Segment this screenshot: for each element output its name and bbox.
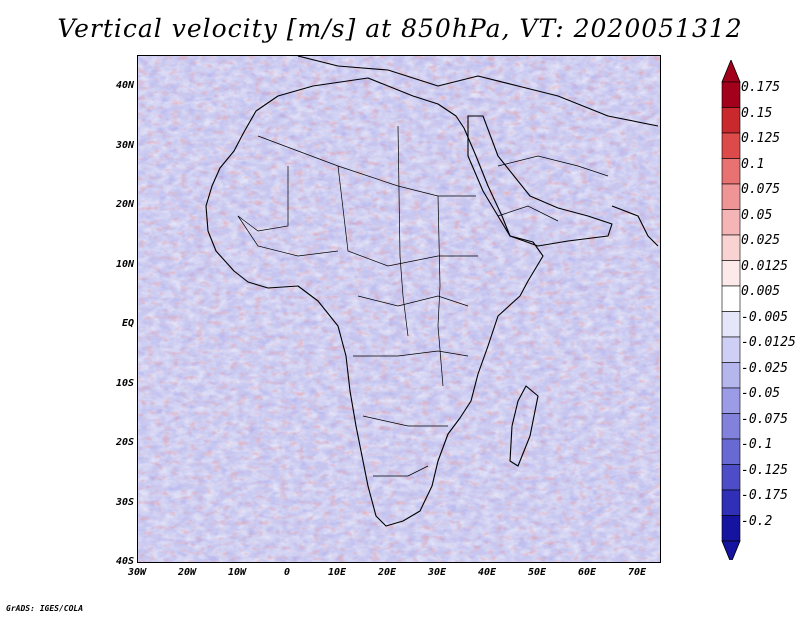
field-descent-texture: [138, 56, 660, 562]
colorbar-tick-label: -0.0125: [741, 335, 796, 350]
credit-text: GrADS: IGES/COLA: [6, 604, 84, 613]
lat-label: 40S: [115, 556, 134, 567]
lon-label: 30W: [127, 567, 147, 578]
lon-label: 40E: [477, 567, 497, 578]
africa-coastline: [205, 77, 544, 527]
india-coast: [611, 205, 659, 247]
lon-label: 60E: [577, 567, 597, 578]
border-line: [237, 215, 339, 257]
velocity-field-map: [138, 56, 660, 562]
colorbar-segment: [721, 464, 741, 491]
colorbar-segment: [721, 260, 741, 287]
colorbar-segment: [721, 183, 741, 210]
arabia-coastline: [467, 115, 613, 247]
lat-label: 20N: [115, 199, 134, 210]
colorbar-segment: [721, 158, 741, 185]
lat-label: 30S: [115, 497, 134, 508]
colorbar-bottom-arrow: [721, 540, 741, 560]
colorbar-tick-label: -0.2: [741, 513, 773, 529]
border-line: [373, 465, 429, 477]
border-line: [397, 125, 409, 337]
colorbar-segment: [721, 438, 741, 465]
colorbar-tick-label: 0.025: [741, 233, 781, 248]
colorbar-tick-label: -0.1: [741, 437, 773, 452]
lon-label: 30E: [427, 567, 447, 578]
colorbar-tick-label: 0.175: [741, 80, 781, 95]
colorbar-segment: [721, 311, 741, 338]
colorbar-tick-label: -0.125: [741, 462, 788, 478]
border-line: [437, 195, 444, 387]
madagascar-coastline: [509, 385, 539, 467]
colorbar-tick-label: 0.05: [741, 207, 773, 223]
colorbar-segment: [721, 209, 741, 236]
country-borders: [237, 125, 609, 477]
border-line: [257, 135, 476, 197]
border-line: [353, 350, 469, 357]
colorbar-segment: [721, 107, 741, 134]
colorbar-segment: [721, 362, 741, 389]
colorbar-segment: [721, 489, 741, 516]
lat-label: EQ: [121, 318, 134, 329]
colorbar-segment: [721, 81, 741, 108]
colorbar-top-arrow: [721, 60, 741, 83]
lon-label: 50E: [527, 567, 547, 578]
colorbar-tick-label: 0.15: [741, 105, 773, 121]
colorbar-segment: [721, 234, 741, 261]
map-panel: [137, 55, 661, 563]
lon-label: 70E: [627, 567, 647, 578]
colorbar-tick-label: -0.05: [741, 386, 781, 401]
lat-label: 10N: [115, 259, 134, 270]
colorbar-tick-label: -0.075: [741, 411, 788, 427]
border-line: [237, 166, 289, 232]
lon-label: 0: [283, 567, 291, 578]
colorbar-segment: [721, 132, 741, 159]
colorbar-tick-label: 0.005: [741, 284, 781, 299]
colorbar-tick-label: -0.025: [741, 360, 788, 376]
border-line: [337, 165, 478, 267]
colorbar-tick-label: -0.175: [741, 488, 788, 503]
colorbar-tick-label: 0.075: [741, 182, 781, 197]
chart-title: Vertical velocity [m/s] at 850hPa, VT: 2…: [57, 14, 743, 43]
lon-label: 20E: [377, 567, 397, 578]
lat-label: 10S: [115, 378, 134, 389]
colorbar-segment: [721, 387, 741, 414]
colorbar-segment: [721, 515, 741, 542]
coastlines: [205, 56, 659, 527]
border-line: [362, 415, 448, 427]
lat-label: 40N: [115, 80, 134, 91]
lon-label: 20W: [177, 567, 197, 578]
border-line: [497, 155, 609, 177]
border-line: [497, 205, 559, 222]
colorbar-tick-label: 0.1: [741, 156, 765, 172]
colorbar-tick-label: -0.005: [741, 309, 788, 325]
lat-label: 20S: [115, 437, 134, 448]
border-line: [357, 295, 469, 307]
north-coast: [297, 56, 659, 127]
lat-label: 30N: [115, 140, 134, 151]
lon-label: 10E: [327, 567, 347, 578]
lon-label: 10W: [227, 567, 247, 578]
colorbar: [721, 60, 741, 560]
colorbar-tick-label: 0.125: [741, 131, 781, 146]
colorbar-segment: [721, 285, 741, 312]
colorbar-tick-label: 0.0125: [741, 258, 788, 274]
colorbar-segment: [721, 336, 741, 363]
colorbar-segment: [721, 413, 741, 440]
